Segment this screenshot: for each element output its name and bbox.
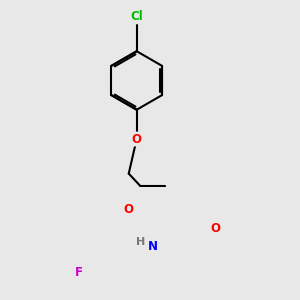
Text: F: F [74,266,83,279]
Text: O: O [210,222,220,235]
Text: Cl: Cl [130,10,143,23]
Text: N: N [148,241,158,254]
Text: O: O [123,202,133,216]
Text: O: O [132,133,142,146]
Text: H: H [136,237,145,247]
